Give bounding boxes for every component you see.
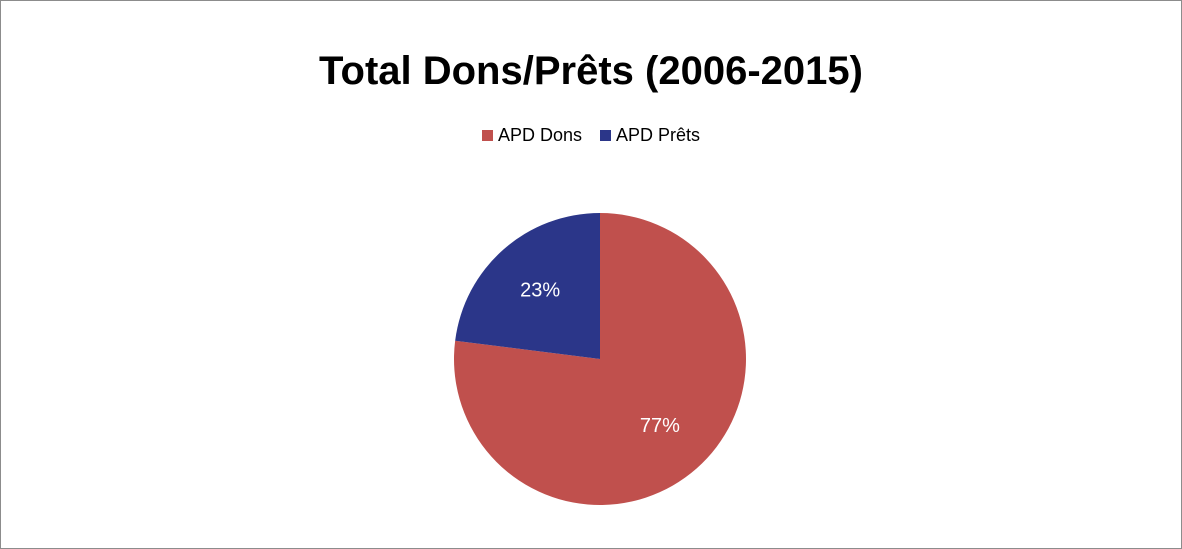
pie-label-dons: 77% [640,415,680,437]
legend-item-prets: APD Prêts [600,125,700,146]
legend-label-prets: APD Prêts [616,125,701,145]
legend-item-dons: APD Dons [481,125,582,146]
legend-swatch-prets [600,130,611,141]
pie-slice-prets [455,213,600,359]
legend-label-dons: APD Dons [497,125,582,145]
legend-swatch-dons [481,130,493,141]
chart-title: Total Dons/Prêts (2006-2015) [319,49,863,93]
pie-label-prets: 23% [520,279,560,301]
legend: APD Dons APD Prêts [1,125,1181,146]
